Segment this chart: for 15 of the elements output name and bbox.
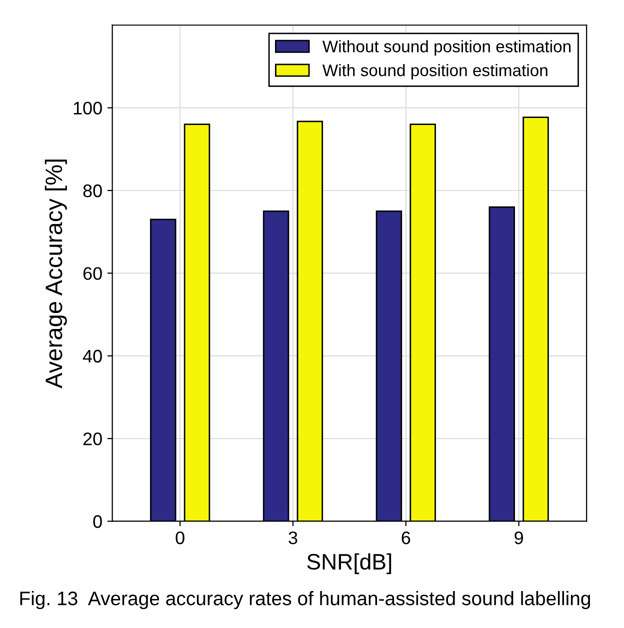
y-axis-title: Average Accuracy [%] (44, 160, 67, 388)
caption: Fig. 13 Average accuracy rates of human-assisted sound labelling (20, 591, 590, 610)
legend-label: Without sound position estimation (322, 40, 570, 56)
legend-label: With sound position estimation (322, 64, 548, 80)
y-tick-label: 20 (83, 432, 102, 446)
x-axis-title: SNR[dB] (307, 553, 392, 574)
y-tick-label: 100 (74, 102, 102, 115)
x-tick-label: 3 (288, 531, 298, 544)
y-tick-label: 60 (83, 267, 102, 280)
y-tick-label: 80 (83, 184, 102, 198)
y-tick-label: 0 (93, 515, 102, 528)
y-tick-label: 40 (82, 350, 102, 363)
x-tick-label: 0 (176, 531, 184, 544)
x-tick-label: 6 (402, 531, 410, 544)
x-tick-label: 9 (514, 531, 523, 544)
